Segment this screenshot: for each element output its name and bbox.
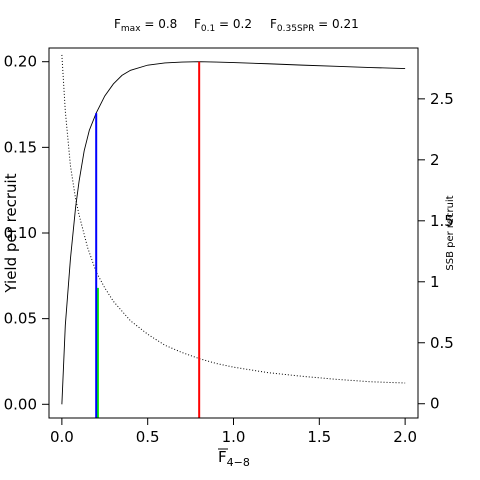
x-axis-title-text: F4−8 [218, 448, 250, 469]
x-axis-title: F4−8 [218, 448, 250, 469]
y-tick-label: 0.05 [4, 310, 37, 328]
x-tick-label: 2.0 [393, 428, 417, 446]
y-axis-right: 0 0.5 1 1.5 2 2.5 [418, 90, 454, 413]
y-axis-left: 0.00 0.05 0.10 0.15 0.20 [4, 53, 49, 413]
header-item: F0.35SPR = 0.21 [270, 17, 359, 34]
yield-per-recruit-line [61, 61, 406, 405]
y2-tick-label: 1 [430, 273, 440, 291]
reference-lines [95, 61, 201, 418]
x-axis: 0.0 0.5 1.0 1.5 2.0 [50, 417, 417, 446]
x-tick-label: 1.0 [222, 428, 246, 446]
chart-header: Fmax = 0.8 F0.1 = 0.2 F0.35SPR = 0.21 [114, 17, 359, 34]
header-item: Fmax = 0.8 [114, 17, 177, 34]
ssb-per-recruit-line [61, 54, 406, 384]
y2-tick-label: 0 [430, 395, 440, 413]
plot-frame [48, 47, 419, 419]
x-tick-label: 0.0 [50, 428, 74, 446]
x-tick-label: 0.5 [136, 428, 160, 446]
y2-tick-label: 2 [430, 151, 440, 169]
y2-tick-label: 0.5 [430, 334, 454, 352]
y2-tick-label: 1.5 [430, 212, 454, 230]
y-tick-label: 0.10 [4, 224, 37, 242]
y-axis-title: Yield per recruit [2, 173, 20, 293]
header-item: F0.1 = 0.2 [194, 17, 252, 34]
x-tick-label: 1.5 [307, 428, 331, 446]
y-tick-label: 0.15 [4, 138, 37, 156]
y2-tick-label: 2.5 [430, 90, 454, 108]
y-tick-label: 0.20 [4, 53, 37, 71]
y-tick-label: 0.00 [4, 395, 37, 413]
series-layer [61, 54, 406, 405]
y2-axis-title: SSB per recruit [445, 195, 456, 270]
